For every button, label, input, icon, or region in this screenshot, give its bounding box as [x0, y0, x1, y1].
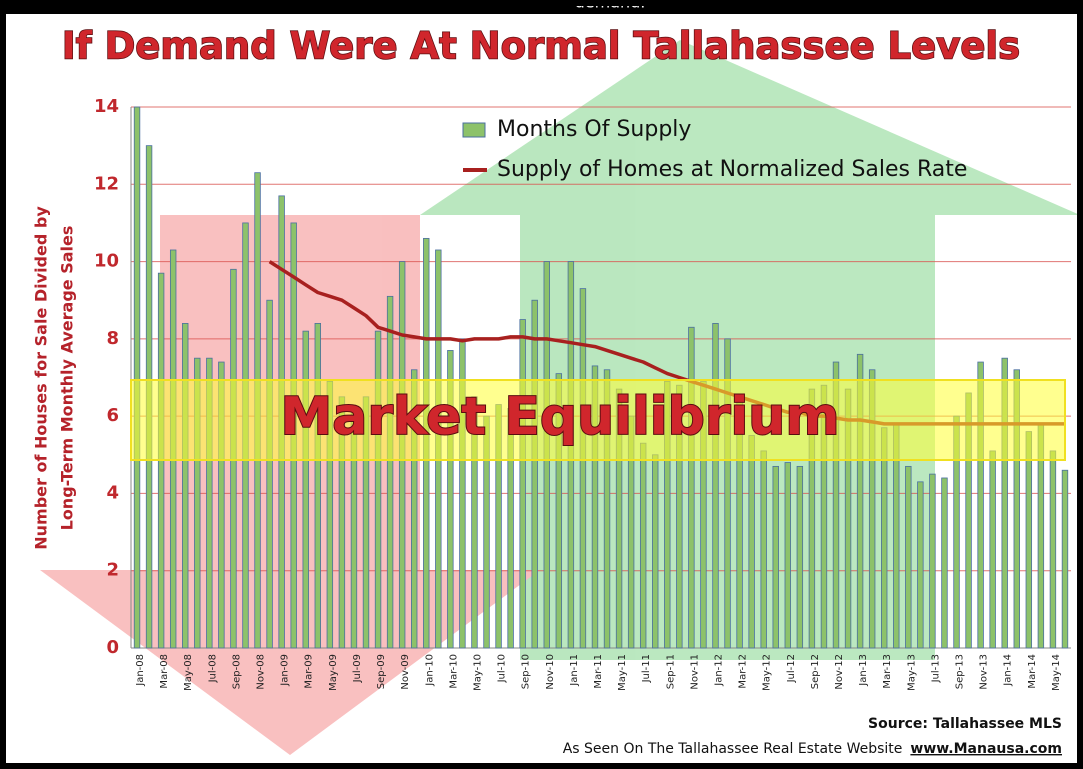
x-tick-label: Jul-09 [352, 654, 363, 683]
y-tick-label: 2 [106, 560, 119, 581]
legend-label: Supply of Homes at Normalized Sales Rate [497, 157, 967, 182]
bar [1062, 470, 1068, 648]
bar [520, 320, 526, 648]
equilibrium-label: Market Equilibrium [280, 387, 839, 447]
bar [303, 331, 309, 648]
bar [1050, 451, 1056, 648]
y-tick-label: 14 [94, 96, 119, 117]
x-tick-label: Sep-10 [521, 654, 532, 689]
x-tick-label: Mar-12 [738, 654, 749, 689]
x-tick-label: Nov-09 [400, 654, 411, 690]
source: Source: Tallahassee MLS [868, 716, 1062, 732]
bar [652, 455, 658, 648]
x-tick-label: Jul-08 [207, 654, 218, 683]
x-tick-label: Mar-11 [593, 654, 604, 689]
x-tick-label: May-10 [472, 654, 483, 691]
bar [906, 466, 912, 648]
x-tick-label: Jan-10 [424, 654, 435, 687]
x-tick-label: Jan-12 [713, 654, 724, 687]
bar [749, 435, 755, 648]
bar [930, 474, 936, 648]
chart-title: If Demand Were At Normal Tallahassee Lev… [62, 25, 1020, 68]
x-tick-label: Mar-14 [1027, 654, 1038, 689]
bar [773, 466, 779, 648]
x-tick-label: Nov-08 [256, 654, 267, 690]
y-tick-label: 0 [106, 637, 119, 658]
bar [918, 482, 924, 648]
y-tick-label: 12 [94, 173, 119, 194]
y-tick-label: 8 [106, 328, 119, 349]
x-tick-label: May-09 [328, 654, 339, 691]
x-tick-label: Jan-13 [858, 654, 869, 687]
y-axis-title: Number of Houses for Sale Divided by [32, 206, 51, 550]
bar [580, 289, 586, 648]
x-tick-label: Jan-08 [135, 654, 146, 687]
x-tick-label: Sep-13 [955, 654, 966, 689]
x-tick-label: Mar-13 [882, 654, 893, 689]
footer-text: As Seen On The Tallahassee Real Estate W… [563, 741, 903, 757]
x-tick-label: May-14 [1051, 654, 1062, 691]
bar [532, 300, 538, 648]
legend-label: Months Of Supply [497, 117, 691, 142]
y-tick-label: 4 [106, 482, 119, 503]
x-tick-label: Jul-11 [641, 654, 652, 683]
bar [761, 451, 767, 648]
legend-swatch [463, 123, 485, 137]
bar [387, 296, 393, 648]
x-tick-label: Nov-11 [689, 654, 700, 690]
bar [942, 478, 948, 648]
y-tick-label: 6 [106, 405, 119, 426]
x-tick-label: Mar-10 [448, 654, 459, 689]
x-tick-label: Jan-09 [280, 654, 291, 687]
bar [134, 107, 140, 648]
x-tick-label: Sep-09 [376, 654, 387, 689]
chart: demand. If Demand Were At Normal Tallaha… [0, 0, 1083, 769]
x-tick-label: Sep-11 [665, 654, 676, 689]
x-tick-label: May-13 [906, 654, 917, 691]
x-tick-label: May-11 [617, 654, 628, 691]
x-tick-label: Jul-13 [930, 654, 941, 683]
x-tick-label: Nov-13 [979, 654, 990, 690]
bar [182, 323, 188, 648]
x-tick-label: Nov-12 [834, 654, 845, 690]
x-tick-label: Nov-10 [545, 654, 556, 690]
bar [785, 463, 791, 648]
footer: As Seen On The Tallahassee Real Estate W… [563, 741, 1062, 757]
x-tick-label: Jan-14 [1003, 654, 1014, 687]
x-tick-label: Mar-09 [304, 654, 315, 689]
y-axis-title: Long-Term Monthly Average Sales [58, 226, 77, 531]
page: {"top_text": "demand.", "chart_data": {"… [0, 0, 1083, 769]
x-tick-label: Jul-12 [786, 654, 797, 683]
x-tick-label: May-12 [762, 654, 773, 691]
x-tick-label: Jan-11 [569, 654, 580, 687]
bar [713, 323, 719, 648]
bar [990, 451, 996, 648]
x-tick-label: Sep-12 [810, 654, 821, 689]
bar [640, 443, 646, 648]
y-tick-label: 10 [94, 251, 119, 272]
bar [315, 323, 321, 648]
bar [797, 466, 803, 648]
bar [267, 300, 273, 648]
bar [375, 331, 381, 648]
x-tick-label: Mar-08 [159, 654, 170, 689]
bar [1026, 432, 1032, 648]
x-tick-label: Sep-08 [231, 654, 242, 689]
bar [689, 327, 695, 648]
x-tick-label: May-08 [183, 654, 194, 691]
footer-link[interactable]: www.Manausa.com [910, 741, 1062, 757]
x-tick-label: Jul-10 [497, 654, 508, 683]
